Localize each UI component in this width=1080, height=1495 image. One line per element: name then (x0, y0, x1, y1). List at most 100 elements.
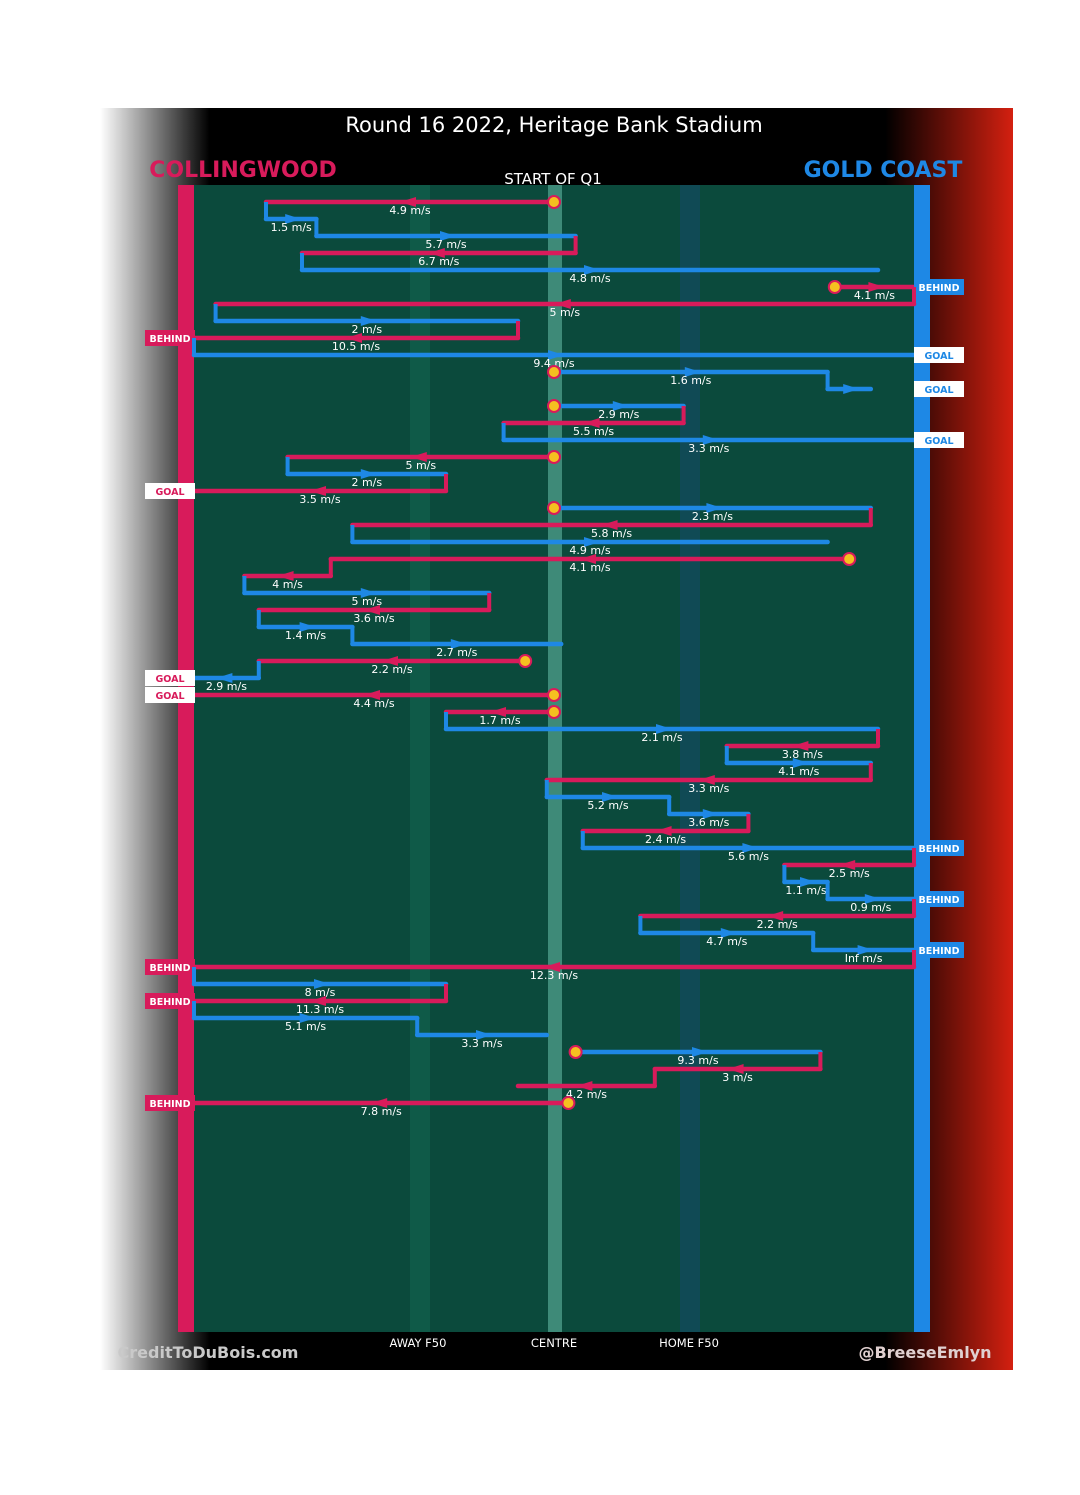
speed-label: 9.4 m/s (533, 357, 574, 370)
chain-arrow (580, 554, 596, 564)
speed-label: 0.9 m/s (850, 901, 891, 914)
result-label: GOAL (924, 351, 953, 362)
chain-arrow (371, 1098, 388, 1108)
result-badge (145, 330, 195, 346)
speed-label: 1.7 m/s (479, 714, 520, 727)
chain-arrow (800, 877, 816, 887)
speed-label: 7.8 m/s (361, 1105, 402, 1118)
speed-label: Inf m/s (845, 952, 883, 965)
speed-label: 3.6 m/s (353, 612, 394, 625)
result-badge (914, 279, 964, 295)
result-label: BEHIND (918, 844, 959, 855)
chain-arrow (310, 996, 326, 1006)
chain-arrow (400, 197, 416, 207)
speed-label: 5 m/s (405, 459, 436, 472)
chain-arrow (656, 724, 672, 734)
team-right-name: GOLD COAST (804, 158, 963, 183)
speed-label: 5.6 m/s (728, 850, 769, 863)
speed-label: 3.3 m/s (688, 782, 729, 795)
chain-arrow (299, 1013, 316, 1023)
axis-label-home-f50: HOME F50 (659, 1336, 719, 1350)
chain-arrow (706, 503, 723, 513)
chain-arrow (742, 843, 759, 853)
stoppage-marker (547, 195, 561, 209)
speed-label: 2.9 m/s (206, 680, 247, 693)
stoppage-marker (547, 705, 561, 719)
speed-label: 4.1 m/s (778, 765, 819, 778)
chain-arrow (364, 605, 380, 615)
chart-subtitle: START OF Q1 (504, 170, 602, 188)
result-label: GOAL (924, 385, 953, 396)
speed-label: 4.9 m/s (569, 544, 610, 557)
chain-arrow (544, 962, 560, 972)
collingwood-goal-bar (178, 185, 194, 1332)
credit-left: CreditToDuBois.com (118, 1343, 299, 1362)
speed-label: 3.3 m/s (461, 1037, 502, 1050)
speed-label: 8 m/s (305, 986, 336, 999)
chain-arrow (727, 1064, 744, 1074)
speed-label: 2 m/s (351, 323, 382, 336)
chain-arrow (843, 384, 860, 394)
axis-label-away-f50: AWAY F50 (390, 1336, 447, 1350)
credit-right: @BreeseEmlyn (858, 1343, 991, 1362)
result-label: GOAL (155, 674, 184, 685)
speed-label: 5 m/s (549, 306, 580, 319)
speed-label: 4.1 m/s (854, 289, 895, 302)
speed-label: 12.3 m/s (530, 969, 578, 982)
speed-label: 4.9 m/s (389, 204, 430, 217)
chain-arrow (360, 469, 377, 479)
speed-label: 4 m/s (272, 578, 303, 591)
chain-arrow (364, 690, 380, 700)
speed-label: 4.7 m/s (706, 935, 747, 948)
chain-arrow (698, 775, 715, 785)
speed-label: 9.3 m/s (677, 1054, 718, 1067)
chain-arrow (602, 792, 618, 802)
chain-arrow (839, 860, 856, 870)
result-badge (145, 1095, 195, 1111)
result-badge (914, 432, 964, 448)
chain-arrow (382, 656, 398, 666)
chain-arrow (314, 979, 330, 989)
stoppage-marker (547, 399, 561, 413)
speed-label: 5.2 m/s (587, 799, 628, 812)
chain-arrow (216, 673, 233, 683)
chain-arrow (450, 639, 467, 649)
chain-arrow (584, 537, 600, 547)
chain-arrow (584, 265, 600, 275)
gold-coast-goal-bar (914, 185, 930, 1332)
speed-label: 1.1 m/s (785, 884, 826, 897)
chain-arrow (857, 945, 874, 955)
chain-arrow (310, 486, 326, 496)
chain-arrow (285, 214, 302, 224)
speed-label: 11.3 m/s (296, 1003, 344, 1016)
speed-label: 3.6 m/s (688, 816, 729, 829)
speed-label: 4.2 m/s (566, 1088, 607, 1101)
speed-label: 2.2 m/s (371, 663, 412, 676)
speed-label: 4.4 m/s (353, 697, 394, 710)
result-label: GOAL (155, 691, 184, 702)
chain-arrow (868, 282, 885, 292)
speed-label: 5.5 m/s (573, 425, 614, 438)
speed-label: 1.4 m/s (285, 629, 326, 642)
stoppage-marker (518, 654, 533, 668)
speed-label: 2.7 m/s (436, 646, 477, 659)
team-left-name: COLLINGWOOD (149, 158, 336, 183)
result-badge (145, 483, 195, 499)
chain-arrow (277, 571, 294, 581)
speed-label: 5 m/s (351, 595, 382, 608)
result-label: BEHIND (918, 895, 959, 906)
result-badge (145, 959, 195, 975)
chain-arrow (360, 588, 377, 598)
chain-arrow (410, 452, 427, 462)
chain-arrow (548, 350, 564, 360)
stoppage-marker (561, 1096, 576, 1110)
chain-arrow (792, 758, 809, 768)
speed-label: 2.3 m/s (692, 510, 733, 523)
speed-label: 5.1 m/s (285, 1020, 326, 1033)
result-badge (914, 840, 964, 856)
chain-arrow (299, 622, 316, 632)
result-label: GOAL (155, 487, 184, 498)
speed-label: 1.5 m/s (271, 221, 312, 234)
centre-band (548, 185, 562, 1332)
